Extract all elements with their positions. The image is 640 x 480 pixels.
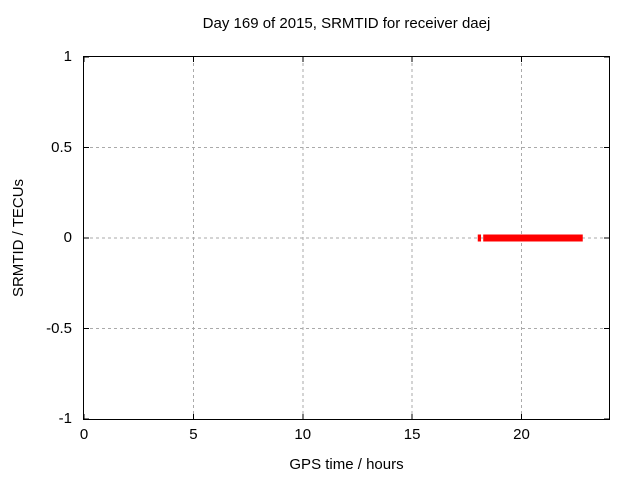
x-tick-label: 0 [79,426,89,443]
x-tick-label: 5 [189,426,198,443]
x-tick-label: 20 [513,426,530,443]
x-tick-label: 15 [403,426,421,443]
x-axis-label: GPS time / hours [289,456,404,473]
y-tick-label: -0.5 [46,319,72,337]
y-tick-label: 0.5 [51,138,72,156]
plot-area [83,56,610,420]
plot-canvas [84,57,609,419]
y-tick-label: -1 [58,410,72,427]
chart-title: Day 169 of 2015, SRMTID for receiver dae… [202,15,491,32]
y-tick-label: 0 [63,229,72,246]
y-tick-label: 1 [63,48,72,65]
x-tick-label: 10 [294,426,312,443]
